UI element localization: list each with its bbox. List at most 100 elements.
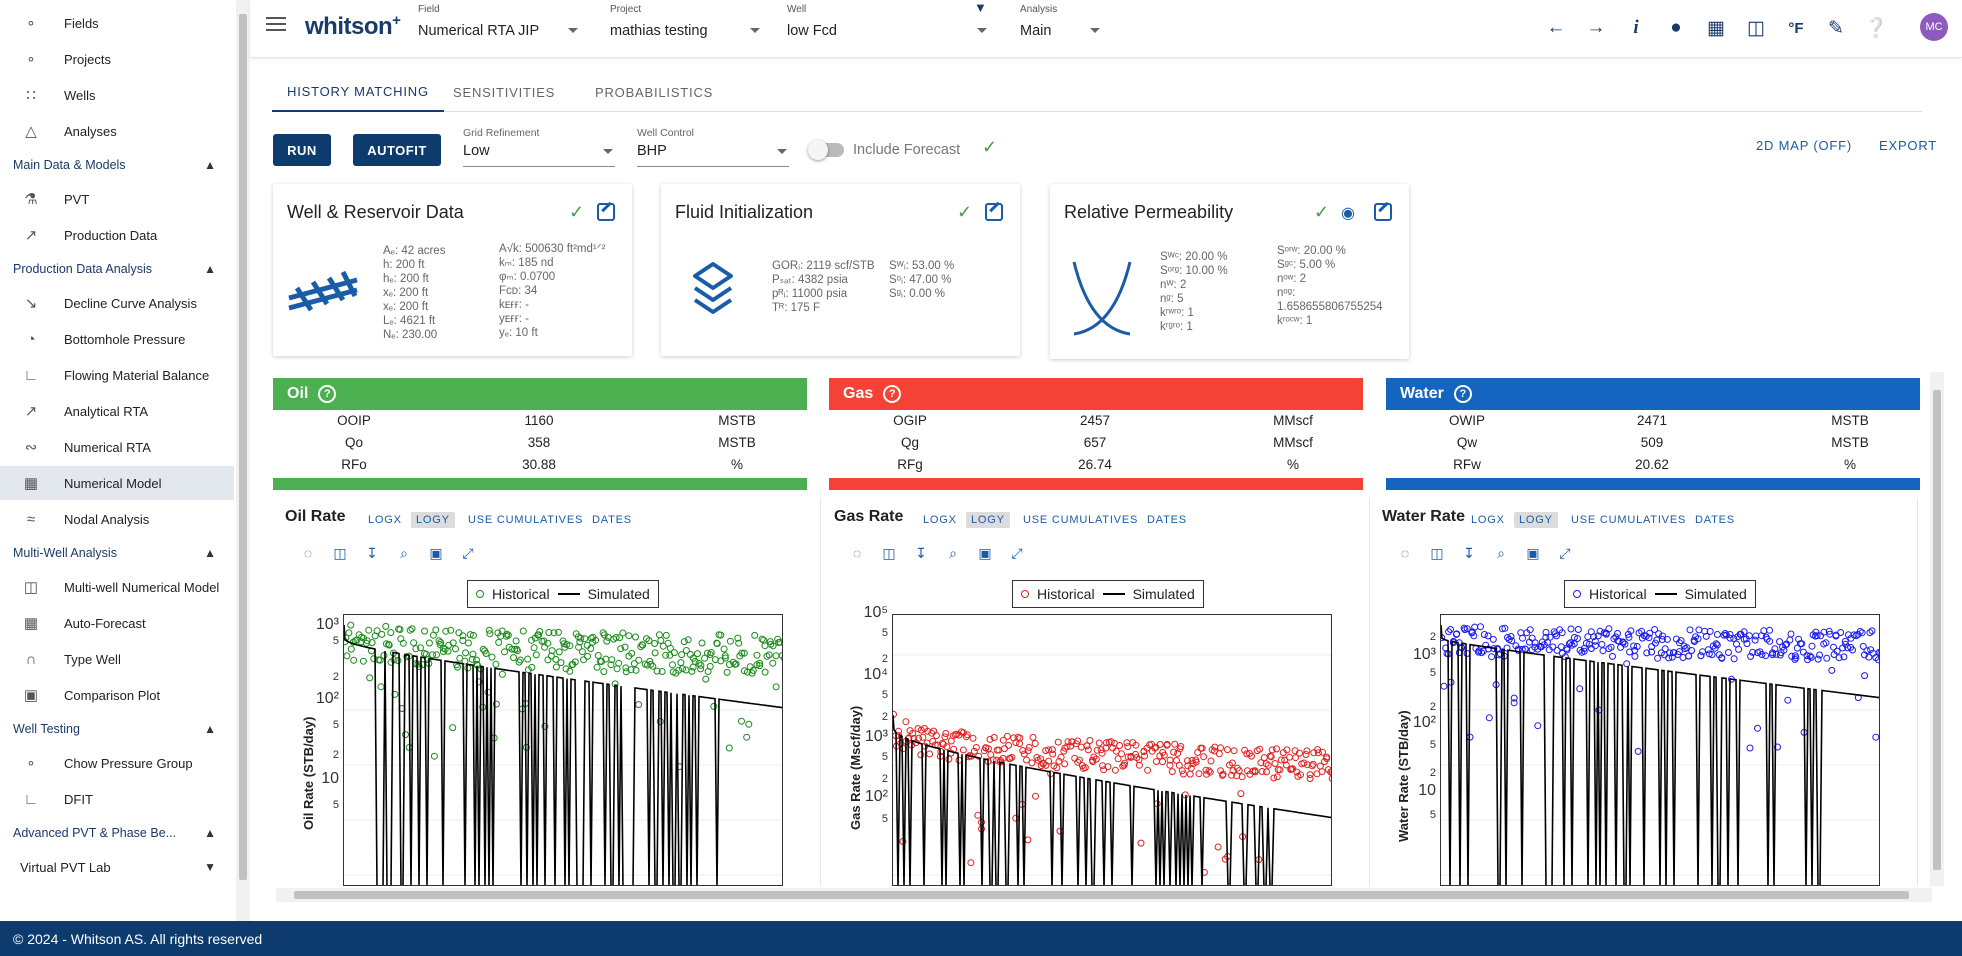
pan-icon[interactable]: ▣ [978, 544, 992, 561]
sidebar-item-chow-pressure-group[interactable]: ∘ Chow Pressure Group [0, 746, 234, 780]
sidebar-item-projects[interactable]: ∘ Projects [0, 42, 234, 76]
sidebar-item-auto-forecast[interactable]: ▦ Auto-Forecast [0, 606, 234, 640]
sidebar-item-bottomhole-pressure[interactable]: ◔ Bottomhole Pressure [0, 322, 234, 356]
well-select[interactable]: Well low Fcd [787, 4, 987, 52]
chart-option-logy[interactable]: LOGY [411, 512, 455, 528]
sidebar-item-pvt[interactable]: ⚗ PVT [0, 182, 234, 216]
autofit-button[interactable]: AUTOFIT [353, 134, 441, 166]
sidebar-item-fields[interactable]: ∘ Fields [0, 6, 234, 40]
temperature-unit-icon[interactable]: °F [1788, 19, 1804, 37]
chart-option-logx[interactable]: LOGX [1466, 512, 1510, 528]
lasso-select-icon[interactable]: ◌ [1400, 545, 1410, 561]
historical-point [545, 629, 553, 636]
lasso-select-icon[interactable]: ◌ [852, 545, 862, 561]
sidebar-item-wells[interactable]: ∷ Wells [0, 78, 234, 112]
chart-option-use-cumulatives[interactable]: USE CUMULATIVES [1018, 512, 1143, 528]
whitson-logo[interactable]: whitson+ [305, 12, 401, 40]
run-button[interactable]: RUN [273, 134, 331, 166]
tab-history-matching[interactable]: HISTORY MATCHING [272, 72, 444, 112]
chart-option-logy[interactable]: LOGY [1514, 512, 1558, 528]
field-select[interactable]: Field Numerical RTA JIP [418, 4, 578, 52]
sidebar-section-header[interactable]: Well Testing ▲ [0, 714, 234, 744]
include-forecast-toggle[interactable] [808, 140, 844, 160]
chart-option-logx[interactable]: LOGX [918, 512, 962, 528]
sidebar-item-comparison-plot[interactable]: ▣ Comparison Plot [0, 678, 234, 712]
pan-icon[interactable]: ▣ [1526, 544, 1540, 561]
chart-option-dates[interactable]: DATES [1142, 512, 1192, 528]
sidebar-item-dfit[interactable]: ∟ DFIT [0, 782, 234, 816]
sidebar-scrollbar[interactable] [236, 0, 250, 921]
sidebar-item-nodal-analysis[interactable]: ≈ Nodal Analysis [0, 502, 234, 536]
sidebar-item-virtual-pvt-lab[interactable]: Virtual PVT Lab ▼ [0, 852, 234, 882]
save-image-icon[interactable]: ◫ [882, 544, 896, 561]
edit-icon[interactable] [985, 203, 1003, 221]
download-icon[interactable]: ↧ [915, 544, 927, 561]
2d-map-button[interactable]: 2D MAP (OFF) [1756, 138, 1852, 153]
sidebar-item-numerical-rta[interactable]: ∾ Numerical RTA [0, 430, 234, 464]
tab-sensitivities[interactable]: SENSITIVITIES [438, 72, 570, 112]
sidebar-item-flowing-material-balance[interactable]: ∟ Flowing Material Balance [0, 358, 234, 392]
sidebar-section-header[interactable]: Production Data Analysis ▲ [0, 254, 234, 284]
pan-icon[interactable]: ▣ [429, 544, 443, 561]
sidebar-item-numerical-model[interactable]: ▦ Numerical Model [0, 466, 234, 500]
content-horizontal-scrollbar[interactable] [276, 888, 1932, 902]
save-image-icon[interactable]: ◫ [1430, 544, 1444, 561]
plot-area[interactable] [343, 614, 783, 886]
lasso-select-icon[interactable]: ◌ [303, 545, 313, 561]
zoom-icon[interactable]: ⌕ [1497, 544, 1505, 561]
scroll-thumb[interactable] [1933, 390, 1941, 870]
edit-icon[interactable] [1374, 203, 1392, 221]
plot-area[interactable] [1440, 614, 1880, 886]
calculator-icon[interactable]: ▦ [1707, 17, 1725, 39]
chart-option-use-cumulatives[interactable]: USE CUMULATIVES [1566, 512, 1691, 528]
fullscreen-icon[interactable]: ⤢ [1559, 544, 1571, 561]
file-download-icon[interactable]: ◫ [1747, 17, 1765, 39]
export-button[interactable]: EXPORT [1879, 138, 1937, 153]
sidebar-item-analyses[interactable]: △ Analyses [0, 114, 234, 148]
forward-arrow-icon[interactable]: → [1586, 17, 1606, 38]
fullscreen-icon[interactable]: ⤢ [462, 544, 474, 561]
plot-area[interactable] [892, 614, 1332, 886]
filter-icon[interactable]: ▼ [974, 0, 987, 15]
globe-icon[interactable]: ● [1670, 17, 1682, 38]
analysis-select[interactable]: Analysis Main [1020, 4, 1100, 52]
help-icon[interactable]: ? [1453, 385, 1472, 403]
scroll-thumb[interactable] [294, 891, 1909, 899]
fullscreen-icon[interactable]: ⤢ [1011, 544, 1023, 561]
project-select[interactable]: Project mathias testing [610, 4, 760, 52]
sidebar-item-production-data[interactable]: ↗ Production Data [0, 218, 234, 252]
content-vertical-scrollbar[interactable] [1930, 372, 1944, 886]
grid-refinement-select[interactable]: Grid Refinement Low [463, 127, 615, 167]
save-image-icon[interactable]: ◫ [333, 544, 347, 561]
sidebar-section-header[interactable]: Advanced PVT & Phase Be... ▲ [0, 818, 234, 848]
sidebar-section-header[interactable]: Main Data & Models ▲ [0, 150, 234, 180]
zoom-icon[interactable]: ⌕ [400, 544, 408, 561]
sidebar-item-decline-curve-analysis[interactable]: ↘ Decline Curve Analysis [0, 286, 234, 320]
well-control-select[interactable]: Well Control BHP [637, 127, 789, 167]
sidebar-item-multi-well-numerical-model[interactable]: ◫ Multi-well Numerical Model [0, 570, 234, 604]
info-icon[interactable]: i [1633, 17, 1639, 38]
help-icon[interactable]: ❔ [1864, 18, 1888, 39]
back-arrow-icon[interactable]: ← [1546, 17, 1566, 38]
menu-icon[interactable] [266, 17, 286, 33]
sidebar-scroll-thumb[interactable] [239, 14, 247, 880]
eye-icon[interactable]: ◉ [1341, 205, 1355, 222]
chart-option-logx[interactable]: LOGX [363, 512, 407, 528]
chart-option-logy[interactable]: LOGY [966, 512, 1010, 528]
zoom-icon[interactable]: ⌕ [949, 544, 957, 561]
avatar[interactable]: MC [1920, 13, 1948, 41]
chart-option-use-cumulatives[interactable]: USE CUMULATIVES [463, 512, 588, 528]
dfit-icon: ∟ [23, 790, 39, 808]
tab-probabilistics[interactable]: PROBABILISTICS [580, 72, 728, 112]
download-icon[interactable]: ↧ [1463, 544, 1475, 561]
feedback-icon[interactable]: ✎ [1828, 17, 1844, 39]
edit-icon[interactable] [597, 203, 615, 221]
sidebar-item-type-well[interactable]: ∩ Type Well [0, 642, 234, 676]
sidebar-section-header[interactable]: Multi-Well Analysis ▲ [0, 538, 234, 568]
download-icon[interactable]: ↧ [366, 544, 378, 561]
chart-option-dates[interactable]: DATES [587, 512, 637, 528]
sidebar-item-analytical-rta[interactable]: ↗ Analytical RTA [0, 394, 234, 428]
help-icon[interactable]: ? [883, 385, 902, 403]
help-icon[interactable]: ? [318, 385, 337, 403]
chart-option-dates[interactable]: DATES [1690, 512, 1740, 528]
